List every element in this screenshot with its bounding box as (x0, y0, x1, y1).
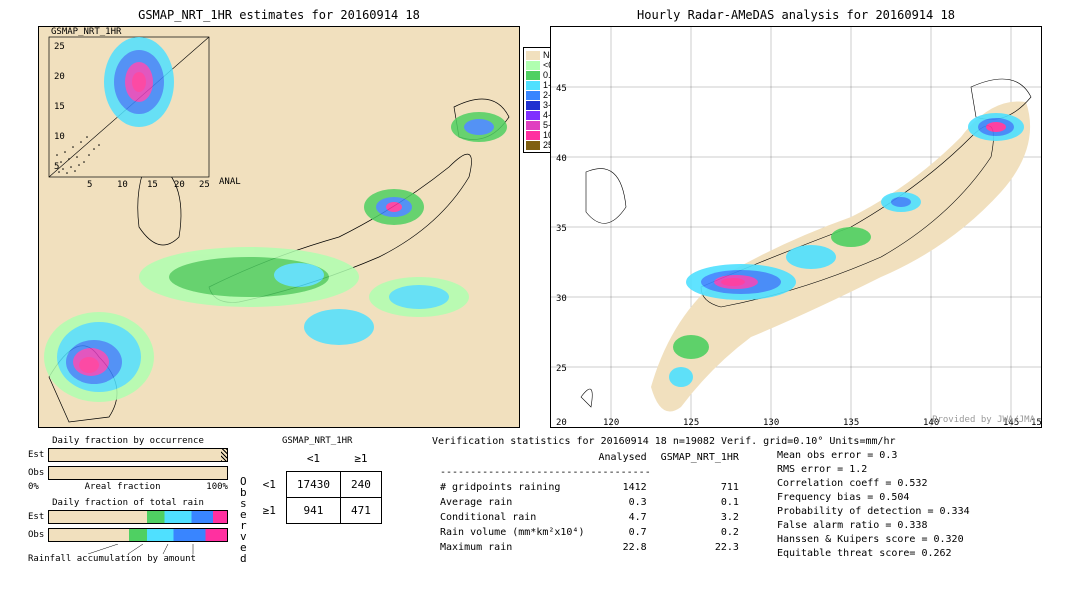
svg-text:125: 125 (683, 418, 699, 427)
verif-table: Analysed GSMAP_NRT_1HR -----------------… (432, 449, 747, 556)
svg-text:40: 40 (556, 154, 567, 164)
ct-c21: 941 (286, 498, 340, 524)
maps-row: GSMAP_NRT_1HR estimates for 20160914 18 (8, 8, 1072, 428)
left-map-panel: GSMAP_NRT_1HR estimates for 20160914 18 (38, 8, 520, 428)
verif-row: Conditional rain4.73.2 (434, 511, 745, 524)
svg-text:20: 20 (174, 180, 185, 190)
inset-title: GSMAP_NRT_1HR (51, 27, 121, 37)
right-map-panel: Hourly Radar-AMeDAS analysis for 2016091… (550, 8, 1042, 428)
verif-row: Average rain0.30.1 (434, 496, 745, 509)
svg-text:45: 45 (556, 84, 567, 94)
observed-label: Observed (240, 476, 247, 564)
verif-metric: RMS error = 1.2 (777, 463, 970, 477)
svg-text:25: 25 (556, 364, 567, 374)
contingency-panel: Observed GSMAP_NRT_1HR <1 ≥1 <1 17430 24… (240, 436, 420, 564)
verif-metric: Probability of detection = 0.334 (777, 505, 970, 519)
svg-text:120: 120 (603, 418, 619, 427)
inset-anal: ANAL (219, 177, 241, 187)
right-map-svg: 45 40 35 30 25 20 120 125 130 135 140 14… (551, 27, 1041, 427)
frac-title2: Daily fraction of total rain (28, 498, 228, 508)
svg-text:20: 20 (54, 72, 65, 82)
fraction-panel: Daily fraction by occurrence Est Obs 0% … (28, 436, 228, 564)
svg-text:5: 5 (54, 162, 59, 172)
frac-footer: Rainfall accumulation by amount (28, 554, 228, 564)
verif-metric: Frequency bias = 0.504 (777, 491, 970, 505)
ct-title: GSMAP_NRT_1HR (253, 436, 382, 446)
svg-text:10: 10 (54, 132, 65, 142)
verif-row: Rain volume (mm*km²x10⁴)0.70.2 (434, 526, 745, 539)
ct-c12: 240 (341, 472, 382, 498)
verif-metric: Hanssen & Kuipers score = 0.320 (777, 533, 970, 547)
verif-row: # gridpoints raining1412711 (434, 481, 745, 494)
verification-panel: Verification statistics for 20160914 18 … (432, 436, 1072, 564)
left-map-title: GSMAP_NRT_1HR estimates for 20160914 18 (38, 8, 520, 22)
credit: Provided by JWA/JMA (932, 415, 1035, 425)
svg-text:135: 135 (843, 418, 859, 427)
ct-c11: 17430 (286, 472, 340, 498)
svg-text:25: 25 (54, 42, 65, 52)
svg-text:5: 5 (87, 180, 92, 190)
right-map-title: Hourly Radar-AMeDAS analysis for 2016091… (550, 8, 1042, 22)
frac-title1: Daily fraction by occurrence (28, 436, 228, 446)
svg-text:130: 130 (763, 418, 779, 427)
ct-c22: 471 (341, 498, 382, 524)
svg-text:30: 30 (556, 294, 567, 304)
right-map: 45 40 35 30 25 20 120 125 130 135 140 14… (550, 26, 1042, 428)
svg-text:15: 15 (147, 180, 158, 190)
svg-text:15: 15 (54, 102, 65, 112)
svg-text:35: 35 (556, 224, 567, 234)
verif-metric: Correlation coeff = 0.532 (777, 477, 970, 491)
verif-header: Verification statistics for 20160914 18 … (432, 436, 1072, 447)
left-map: 25 20 15 10 5 5 10 15 20 25 GSMAP_NRT_1H… (38, 26, 520, 428)
verif-row: Maximum rain22.822.3 (434, 541, 745, 554)
verif-metric: Equitable threat score= 0.262 (777, 547, 970, 561)
verif-metric: False alarm ratio = 0.338 (777, 519, 970, 533)
verif-metrics: Mean obs error = 0.3RMS error = 1.2Corre… (777, 449, 970, 561)
verif-metric: Mean obs error = 0.3 (777, 449, 970, 463)
svg-text:10: 10 (117, 180, 128, 190)
left-map-svg: 25 20 15 10 5 5 10 15 20 25 (39, 27, 519, 427)
svg-text:20: 20 (556, 418, 567, 427)
svg-text:25: 25 (199, 180, 210, 190)
contingency-table: <1 ≥1 <1 17430 240 ≥1 941 471 (253, 446, 382, 524)
bottom-row: Daily fraction by occurrence Est Obs 0% … (8, 436, 1072, 564)
